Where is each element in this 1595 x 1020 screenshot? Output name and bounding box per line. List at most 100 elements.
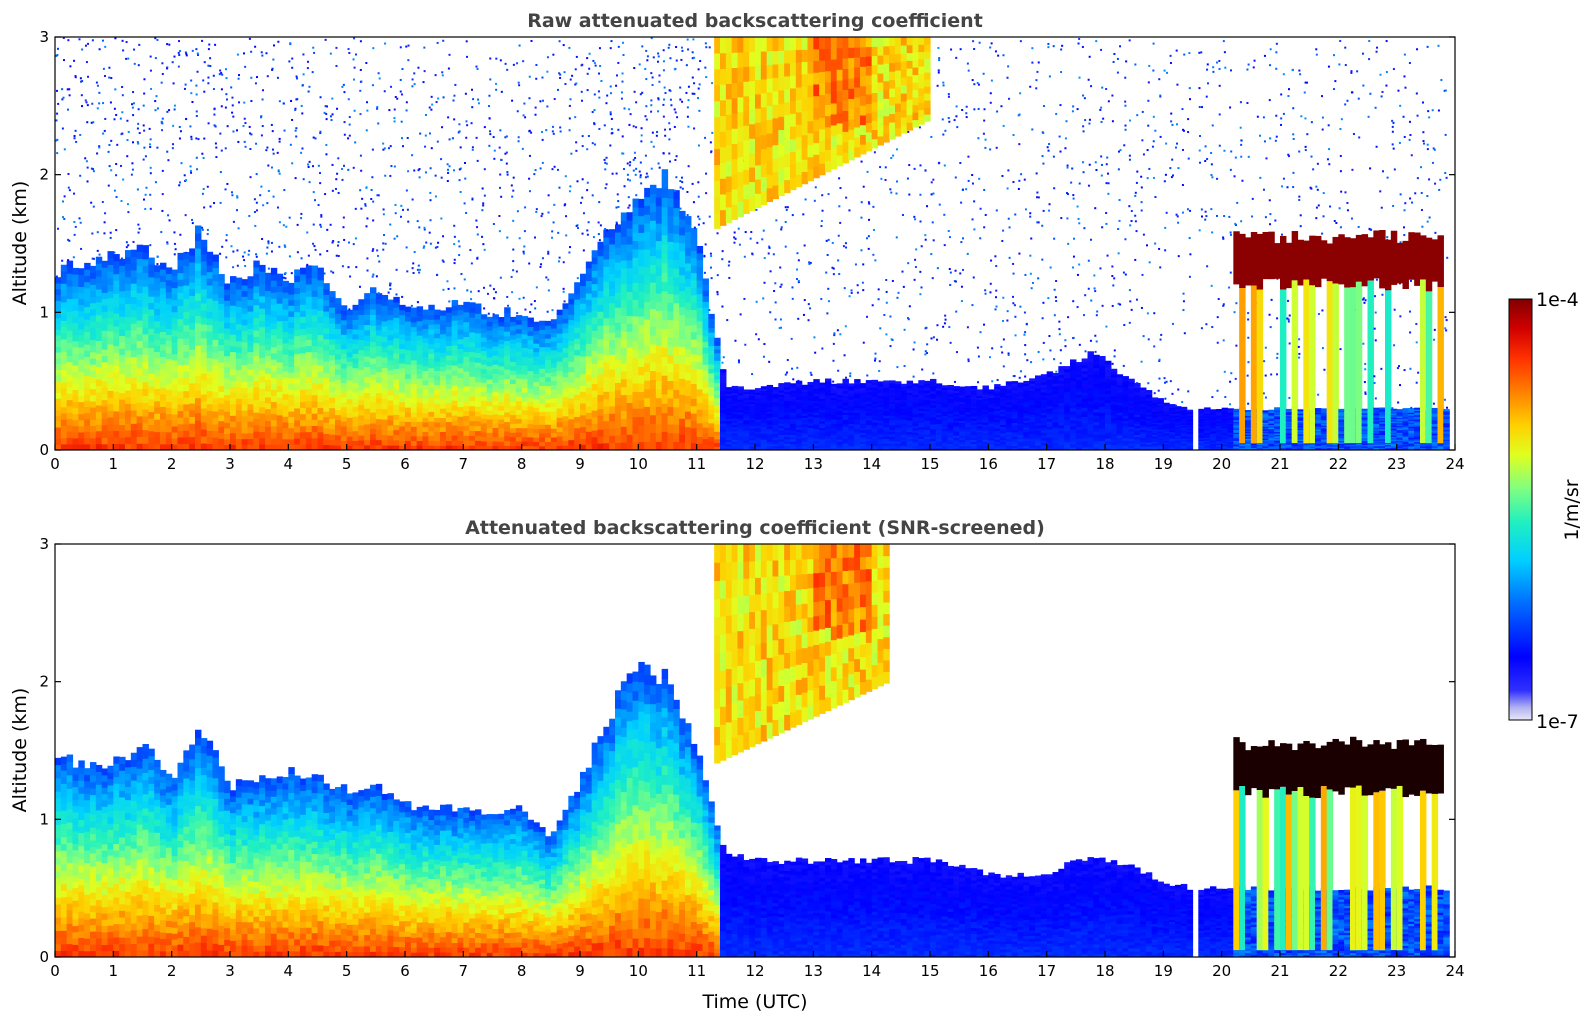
backscatter-cell (451, 375, 459, 381)
noise-cell (528, 190, 531, 193)
backscatter-cell (562, 430, 569, 436)
backscatter-cell (358, 334, 365, 341)
backscatter-cell (165, 419, 173, 427)
backscatter-cell (440, 403, 447, 409)
backscatter-cell (451, 315, 459, 321)
backscatter-cell (626, 220, 634, 229)
backscatter-cell (317, 340, 324, 348)
backscatter-cell (702, 307, 709, 314)
backscatter-cell (609, 332, 616, 341)
noise-cell (104, 117, 107, 120)
noise-cell (533, 236, 536, 239)
backscatter-cell (469, 336, 476, 343)
backscatter-cell (329, 306, 336, 313)
backscatter-cell (469, 381, 476, 387)
noise-cell (180, 162, 183, 165)
noise-cell (342, 83, 345, 86)
backscatter-cell (679, 402, 686, 411)
backscatter-cell (154, 314, 161, 322)
backscatter-cell (60, 320, 68, 328)
backscatter-cell (218, 373, 225, 381)
backscatter-cell (142, 347, 149, 355)
backscatter-cell (241, 387, 249, 394)
backscatter-cell (445, 340, 453, 346)
backscatter-cell (288, 327, 295, 334)
noise-cell (623, 107, 626, 110)
backscatter-cell (370, 433, 377, 440)
backscatter-cell (381, 382, 389, 389)
noise-cell (679, 186, 682, 189)
backscatter-cell (154, 265, 161, 272)
noise-cell (552, 132, 555, 135)
backscatter-cell (305, 394, 313, 402)
noise-cell (593, 93, 596, 96)
noise-cell (349, 275, 352, 278)
backscatter-cell (720, 396, 727, 400)
backscatter-cell (107, 357, 114, 365)
noise-cell (498, 214, 501, 217)
backscatter-cell (294, 329, 301, 337)
backscatter-cell (410, 350, 418, 356)
backscatter-cell (457, 353, 464, 359)
backscatter-cell (294, 407, 301, 415)
noise-cell (434, 246, 437, 249)
backscatter-cell (725, 405, 733, 409)
backscatter-cell (370, 417, 377, 424)
backscatter-cell (475, 342, 482, 349)
backscatter-cell (253, 443, 260, 450)
backscatter-cell (463, 346, 470, 352)
backscatter-cell (294, 425, 301, 433)
backscatter-cell (340, 310, 348, 316)
backscatter-cell (428, 328, 435, 335)
noise-cell (225, 93, 228, 96)
backscatter-cell (428, 362, 435, 369)
backscatter-cell (545, 445, 552, 450)
backscatter-cell (370, 308, 377, 315)
backscatter-cell (288, 349, 295, 356)
backscatter-cell (702, 415, 709, 423)
backscatter-cell (410, 426, 418, 432)
noise-cell (207, 48, 210, 51)
backscatter-cell (615, 337, 622, 346)
backscatter-cell (72, 395, 79, 403)
backscatter-cell (235, 381, 243, 388)
backscatter-cell (230, 415, 237, 422)
backscatter-cell (335, 308, 342, 314)
backscatter-cell (300, 279, 307, 287)
backscatter-cell (451, 365, 459, 371)
backscatter-cell (714, 435, 721, 440)
noise-cell (302, 53, 305, 56)
backscatter-cell (358, 309, 365, 315)
backscatter-cell (725, 418, 733, 422)
backscatter-cell (55, 375, 62, 382)
profile-column (475, 65, 482, 450)
backscatter-cell (550, 345, 558, 351)
noise-cell (278, 100, 281, 103)
noise-cell (73, 137, 76, 140)
noise-cell (681, 49, 684, 52)
backscatter-cell (597, 290, 604, 298)
noise-cell (716, 274, 719, 277)
backscatter-cell (72, 413, 79, 421)
backscatter-cell (440, 315, 447, 321)
backscatter-cell (165, 401, 173, 408)
backscatter-cell (370, 287, 377, 294)
backscatter-cell (714, 393, 721, 399)
noise-cell (75, 140, 78, 143)
backscatter-cell (533, 355, 540, 361)
backscatter-cell (591, 290, 599, 298)
backscatter-cell (305, 314, 313, 322)
backscatter-cell (393, 296, 400, 303)
backscatter-cell (142, 327, 149, 335)
backscatter-cell (702, 398, 709, 405)
noise-cell (656, 130, 659, 133)
backscatter-cell (568, 439, 575, 446)
noise-cell (225, 256, 228, 259)
backscatter-cell (521, 342, 529, 348)
backscatter-cell (416, 373, 424, 379)
backscatter-cell (72, 383, 79, 390)
noise-cell (425, 241, 428, 244)
noise-cell (92, 257, 95, 260)
backscatter-cell (580, 426, 587, 433)
backscatter-cell (486, 361, 494, 367)
